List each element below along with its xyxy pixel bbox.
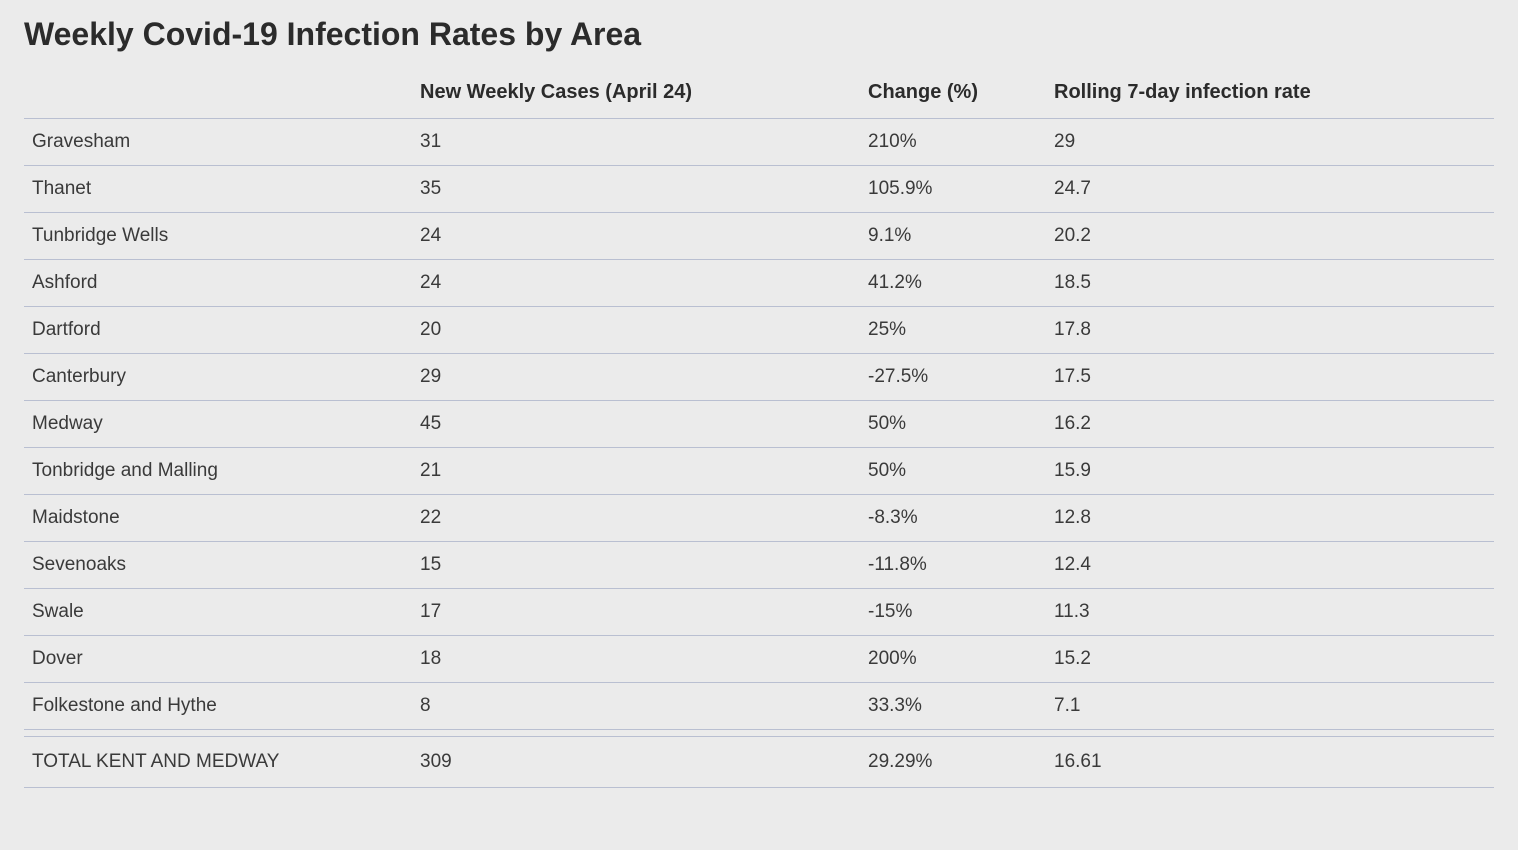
table-row: Thanet 35 105.9% 24.7: [24, 166, 1494, 213]
cell-change: 50%: [860, 401, 1046, 448]
table-row: Ashford 24 41.2% 18.5: [24, 260, 1494, 307]
table-spacer-row: [24, 730, 1494, 737]
table-row: Maidstone 22 -8.3% 12.8: [24, 495, 1494, 542]
cell-rate: 16.2: [1046, 401, 1494, 448]
cell-area: Swale: [24, 589, 412, 636]
infection-rates-table: New Weekly Cases (April 24) Change (%) R…: [24, 71, 1494, 788]
cell-cases: 45: [412, 401, 860, 448]
table-row: Gravesham 31 210% 29: [24, 119, 1494, 166]
cell-change: 105.9%: [860, 166, 1046, 213]
cell-area: Tonbridge and Malling: [24, 448, 412, 495]
page: Weekly Covid-19 Infection Rates by Area …: [0, 0, 1518, 850]
table-row: Medway 45 50% 16.2: [24, 401, 1494, 448]
cell-rate: 29: [1046, 119, 1494, 166]
cell-change: 210%: [860, 119, 1046, 166]
cell-rate: 18.5: [1046, 260, 1494, 307]
cell-rate: 15.9: [1046, 448, 1494, 495]
cell-rate: 12.4: [1046, 542, 1494, 589]
cell-change: -15%: [860, 589, 1046, 636]
cell-area: Tunbridge Wells: [24, 213, 412, 260]
cell-area: Medway: [24, 401, 412, 448]
cell-change: -8.3%: [860, 495, 1046, 542]
cell-area: Thanet: [24, 166, 412, 213]
cell-cases: 29: [412, 354, 860, 401]
cell-change: 33.3%: [860, 683, 1046, 730]
table-row: Sevenoaks 15 -11.8% 12.4: [24, 542, 1494, 589]
cell-change: -11.8%: [860, 542, 1046, 589]
table-row: Tunbridge Wells 24 9.1% 20.2: [24, 213, 1494, 260]
table-row: Folkestone and Hythe 8 33.3% 7.1: [24, 683, 1494, 730]
table-row: Dartford 20 25% 17.8: [24, 307, 1494, 354]
cell-cases: 22: [412, 495, 860, 542]
cell-rate: 7.1: [1046, 683, 1494, 730]
cell-cases: 24: [412, 213, 860, 260]
cell-cases: 15: [412, 542, 860, 589]
cell-area: Canterbury: [24, 354, 412, 401]
cell-cases: 17: [412, 589, 860, 636]
table-row: Dover 18 200% 15.2: [24, 636, 1494, 683]
cell-change: 29.29%: [860, 737, 1046, 788]
col-header-change: Change (%): [860, 71, 1046, 119]
cell-change: 200%: [860, 636, 1046, 683]
cell-change: -27.5%: [860, 354, 1046, 401]
table-header-row: New Weekly Cases (April 24) Change (%) R…: [24, 71, 1494, 119]
table-row: Swale 17 -15% 11.3: [24, 589, 1494, 636]
cell-cases: 24: [412, 260, 860, 307]
cell-change: 25%: [860, 307, 1046, 354]
cell-area: TOTAL KENT AND MEDWAY: [24, 737, 412, 788]
cell-cases: 31: [412, 119, 860, 166]
cell-cases: 309: [412, 737, 860, 788]
cell-rate: 15.2: [1046, 636, 1494, 683]
cell-area: Sevenoaks: [24, 542, 412, 589]
cell-rate: 17.5: [1046, 354, 1494, 401]
cell-rate: 17.8: [1046, 307, 1494, 354]
cell-cases: 20: [412, 307, 860, 354]
page-title: Weekly Covid-19 Infection Rates by Area: [24, 16, 1494, 53]
cell-area: Dartford: [24, 307, 412, 354]
cell-rate: 12.8: [1046, 495, 1494, 542]
cell-area: Dover: [24, 636, 412, 683]
cell-change: 41.2%: [860, 260, 1046, 307]
cell-change: 50%: [860, 448, 1046, 495]
cell-cases: 35: [412, 166, 860, 213]
cell-cases: 18: [412, 636, 860, 683]
cell-area: Ashford: [24, 260, 412, 307]
cell-area: Gravesham: [24, 119, 412, 166]
cell-change: 9.1%: [860, 213, 1046, 260]
table-total-row: TOTAL KENT AND MEDWAY 309 29.29% 16.61: [24, 737, 1494, 788]
cell-cases: 21: [412, 448, 860, 495]
table-row: Tonbridge and Malling 21 50% 15.9: [24, 448, 1494, 495]
col-header-rate: Rolling 7-day infection rate: [1046, 71, 1494, 119]
col-header-cases: New Weekly Cases (April 24): [412, 71, 860, 119]
table-body: Gravesham 31 210% 29 Thanet 35 105.9% 24…: [24, 119, 1494, 788]
cell-area: Folkestone and Hythe: [24, 683, 412, 730]
cell-rate: 24.7: [1046, 166, 1494, 213]
cell-rate: 20.2: [1046, 213, 1494, 260]
cell-area: Maidstone: [24, 495, 412, 542]
table-row: Canterbury 29 -27.5% 17.5: [24, 354, 1494, 401]
cell-rate: 16.61: [1046, 737, 1494, 788]
col-header-area: [24, 71, 412, 119]
cell-cases: 8: [412, 683, 860, 730]
cell-rate: 11.3: [1046, 589, 1494, 636]
